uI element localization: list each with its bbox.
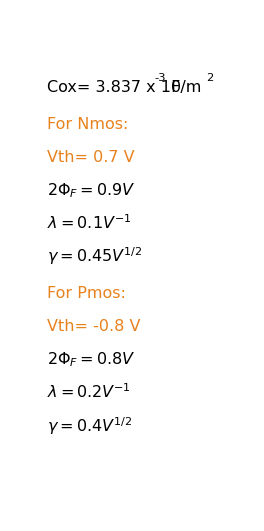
Text: $\lambda = 0.2V^{-1}$: $\lambda = 0.2V^{-1}$: [47, 382, 131, 401]
Text: $\gamma = 0.45V^{1/2}$: $\gamma = 0.45V^{1/2}$: [47, 246, 143, 268]
Text: Cox= 3.837 x 10: Cox= 3.837 x 10: [47, 80, 181, 96]
Text: For Nmos:: For Nmos:: [47, 117, 129, 132]
Text: For Pmos:: For Pmos:: [47, 286, 126, 301]
Text: $2\Phi_F = 0.8V$: $2\Phi_F = 0.8V$: [47, 350, 136, 370]
Text: -3: -3: [155, 73, 166, 83]
Text: $2\Phi_F = 0.9V$: $2\Phi_F = 0.9V$: [47, 182, 136, 200]
Text: Vth= -0.8 V: Vth= -0.8 V: [47, 319, 141, 334]
Text: Vth= 0.7 V: Vth= 0.7 V: [47, 150, 135, 165]
Text: F/m: F/m: [166, 80, 201, 96]
Text: 2: 2: [206, 73, 213, 83]
Text: $\lambda = 0.1V^{-1}$: $\lambda = 0.1V^{-1}$: [47, 213, 132, 232]
Text: $\gamma = 0.4V^{1/2}$: $\gamma = 0.4V^{1/2}$: [47, 415, 133, 436]
